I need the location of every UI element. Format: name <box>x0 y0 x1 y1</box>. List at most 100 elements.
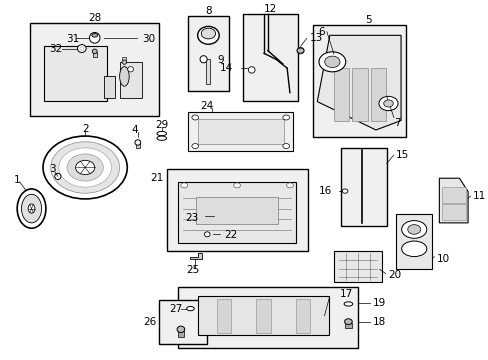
Ellipse shape <box>157 131 166 136</box>
Circle shape <box>59 148 111 187</box>
Circle shape <box>407 225 420 234</box>
Text: 24: 24 <box>200 101 213 111</box>
Ellipse shape <box>296 48 304 54</box>
Bar <box>178 287 357 348</box>
Ellipse shape <box>204 232 210 237</box>
Text: 17: 17 <box>339 289 352 299</box>
Text: 7: 7 <box>394 118 400 128</box>
Text: 28: 28 <box>88 13 101 23</box>
Bar <box>441 204 465 220</box>
Ellipse shape <box>80 47 83 50</box>
Ellipse shape <box>127 67 133 72</box>
Bar <box>295 299 309 333</box>
Bar <box>188 16 228 91</box>
Text: 29: 29 <box>155 120 168 130</box>
Bar <box>197 119 283 144</box>
Bar <box>395 214 431 269</box>
Bar <box>44 46 106 102</box>
Bar <box>196 197 278 224</box>
Text: 5: 5 <box>365 15 371 25</box>
Text: 8: 8 <box>204 6 211 16</box>
Bar <box>120 62 142 98</box>
Ellipse shape <box>200 56 207 63</box>
Bar <box>177 329 184 337</box>
Bar <box>166 169 307 251</box>
Bar <box>441 187 465 203</box>
Polygon shape <box>317 35 400 130</box>
Ellipse shape <box>135 140 141 145</box>
Text: 16: 16 <box>318 186 331 196</box>
Circle shape <box>51 142 120 193</box>
Ellipse shape <box>201 28 215 39</box>
Circle shape <box>282 115 289 120</box>
Ellipse shape <box>17 189 46 228</box>
Ellipse shape <box>77 45 86 53</box>
Text: 19: 19 <box>371 298 385 308</box>
Bar <box>256 299 270 333</box>
Text: 4: 4 <box>131 125 138 135</box>
Ellipse shape <box>92 49 97 54</box>
Bar <box>202 234 206 239</box>
Bar <box>243 14 298 102</box>
Polygon shape <box>190 253 202 258</box>
Circle shape <box>282 144 289 149</box>
Text: 2: 2 <box>81 124 88 134</box>
Text: 13: 13 <box>309 33 323 44</box>
Circle shape <box>43 136 127 199</box>
Bar <box>352 68 367 121</box>
Ellipse shape <box>218 214 224 219</box>
Text: 15: 15 <box>395 150 408 160</box>
Text: 31: 31 <box>66 34 79 44</box>
Bar <box>159 300 207 344</box>
Bar <box>216 299 231 333</box>
Circle shape <box>324 56 339 68</box>
Text: 26: 26 <box>143 317 156 327</box>
Bar <box>93 52 97 58</box>
Text: 10: 10 <box>436 253 449 264</box>
Bar <box>312 24 405 137</box>
Text: 27: 27 <box>168 303 182 314</box>
Circle shape <box>67 154 103 181</box>
Text: 14: 14 <box>220 63 233 73</box>
Text: 1: 1 <box>13 175 20 185</box>
Ellipse shape <box>92 33 98 37</box>
Text: 11: 11 <box>472 191 485 201</box>
Bar <box>104 76 115 98</box>
Ellipse shape <box>21 194 41 223</box>
Text: 3: 3 <box>49 164 56 174</box>
Bar <box>197 296 328 336</box>
Bar <box>122 57 126 61</box>
Text: 23: 23 <box>185 212 199 222</box>
Circle shape <box>76 160 95 175</box>
Circle shape <box>383 100 392 107</box>
Ellipse shape <box>157 136 166 140</box>
Text: 25: 25 <box>186 265 199 275</box>
Bar <box>333 68 348 121</box>
Circle shape <box>378 96 397 111</box>
Text: 20: 20 <box>387 270 401 280</box>
Text: 12: 12 <box>264 4 277 14</box>
Ellipse shape <box>401 221 426 238</box>
Ellipse shape <box>342 189 347 193</box>
Text: 22: 22 <box>224 230 237 240</box>
Polygon shape <box>438 178 467 223</box>
Ellipse shape <box>28 204 35 213</box>
Bar <box>370 68 385 121</box>
Ellipse shape <box>120 67 129 86</box>
Ellipse shape <box>344 302 352 306</box>
Circle shape <box>297 48 303 53</box>
Ellipse shape <box>89 32 100 43</box>
Text: 21: 21 <box>150 173 163 183</box>
Text: 30: 30 <box>142 34 155 44</box>
Ellipse shape <box>197 26 219 44</box>
Text: 18: 18 <box>371 317 385 327</box>
Ellipse shape <box>248 67 255 73</box>
Circle shape <box>286 183 293 188</box>
Ellipse shape <box>344 319 351 324</box>
Text: 6: 6 <box>318 27 325 37</box>
Circle shape <box>191 144 198 149</box>
Bar <box>188 112 293 152</box>
Bar <box>344 323 351 328</box>
Bar <box>30 23 159 116</box>
Bar <box>178 182 295 243</box>
